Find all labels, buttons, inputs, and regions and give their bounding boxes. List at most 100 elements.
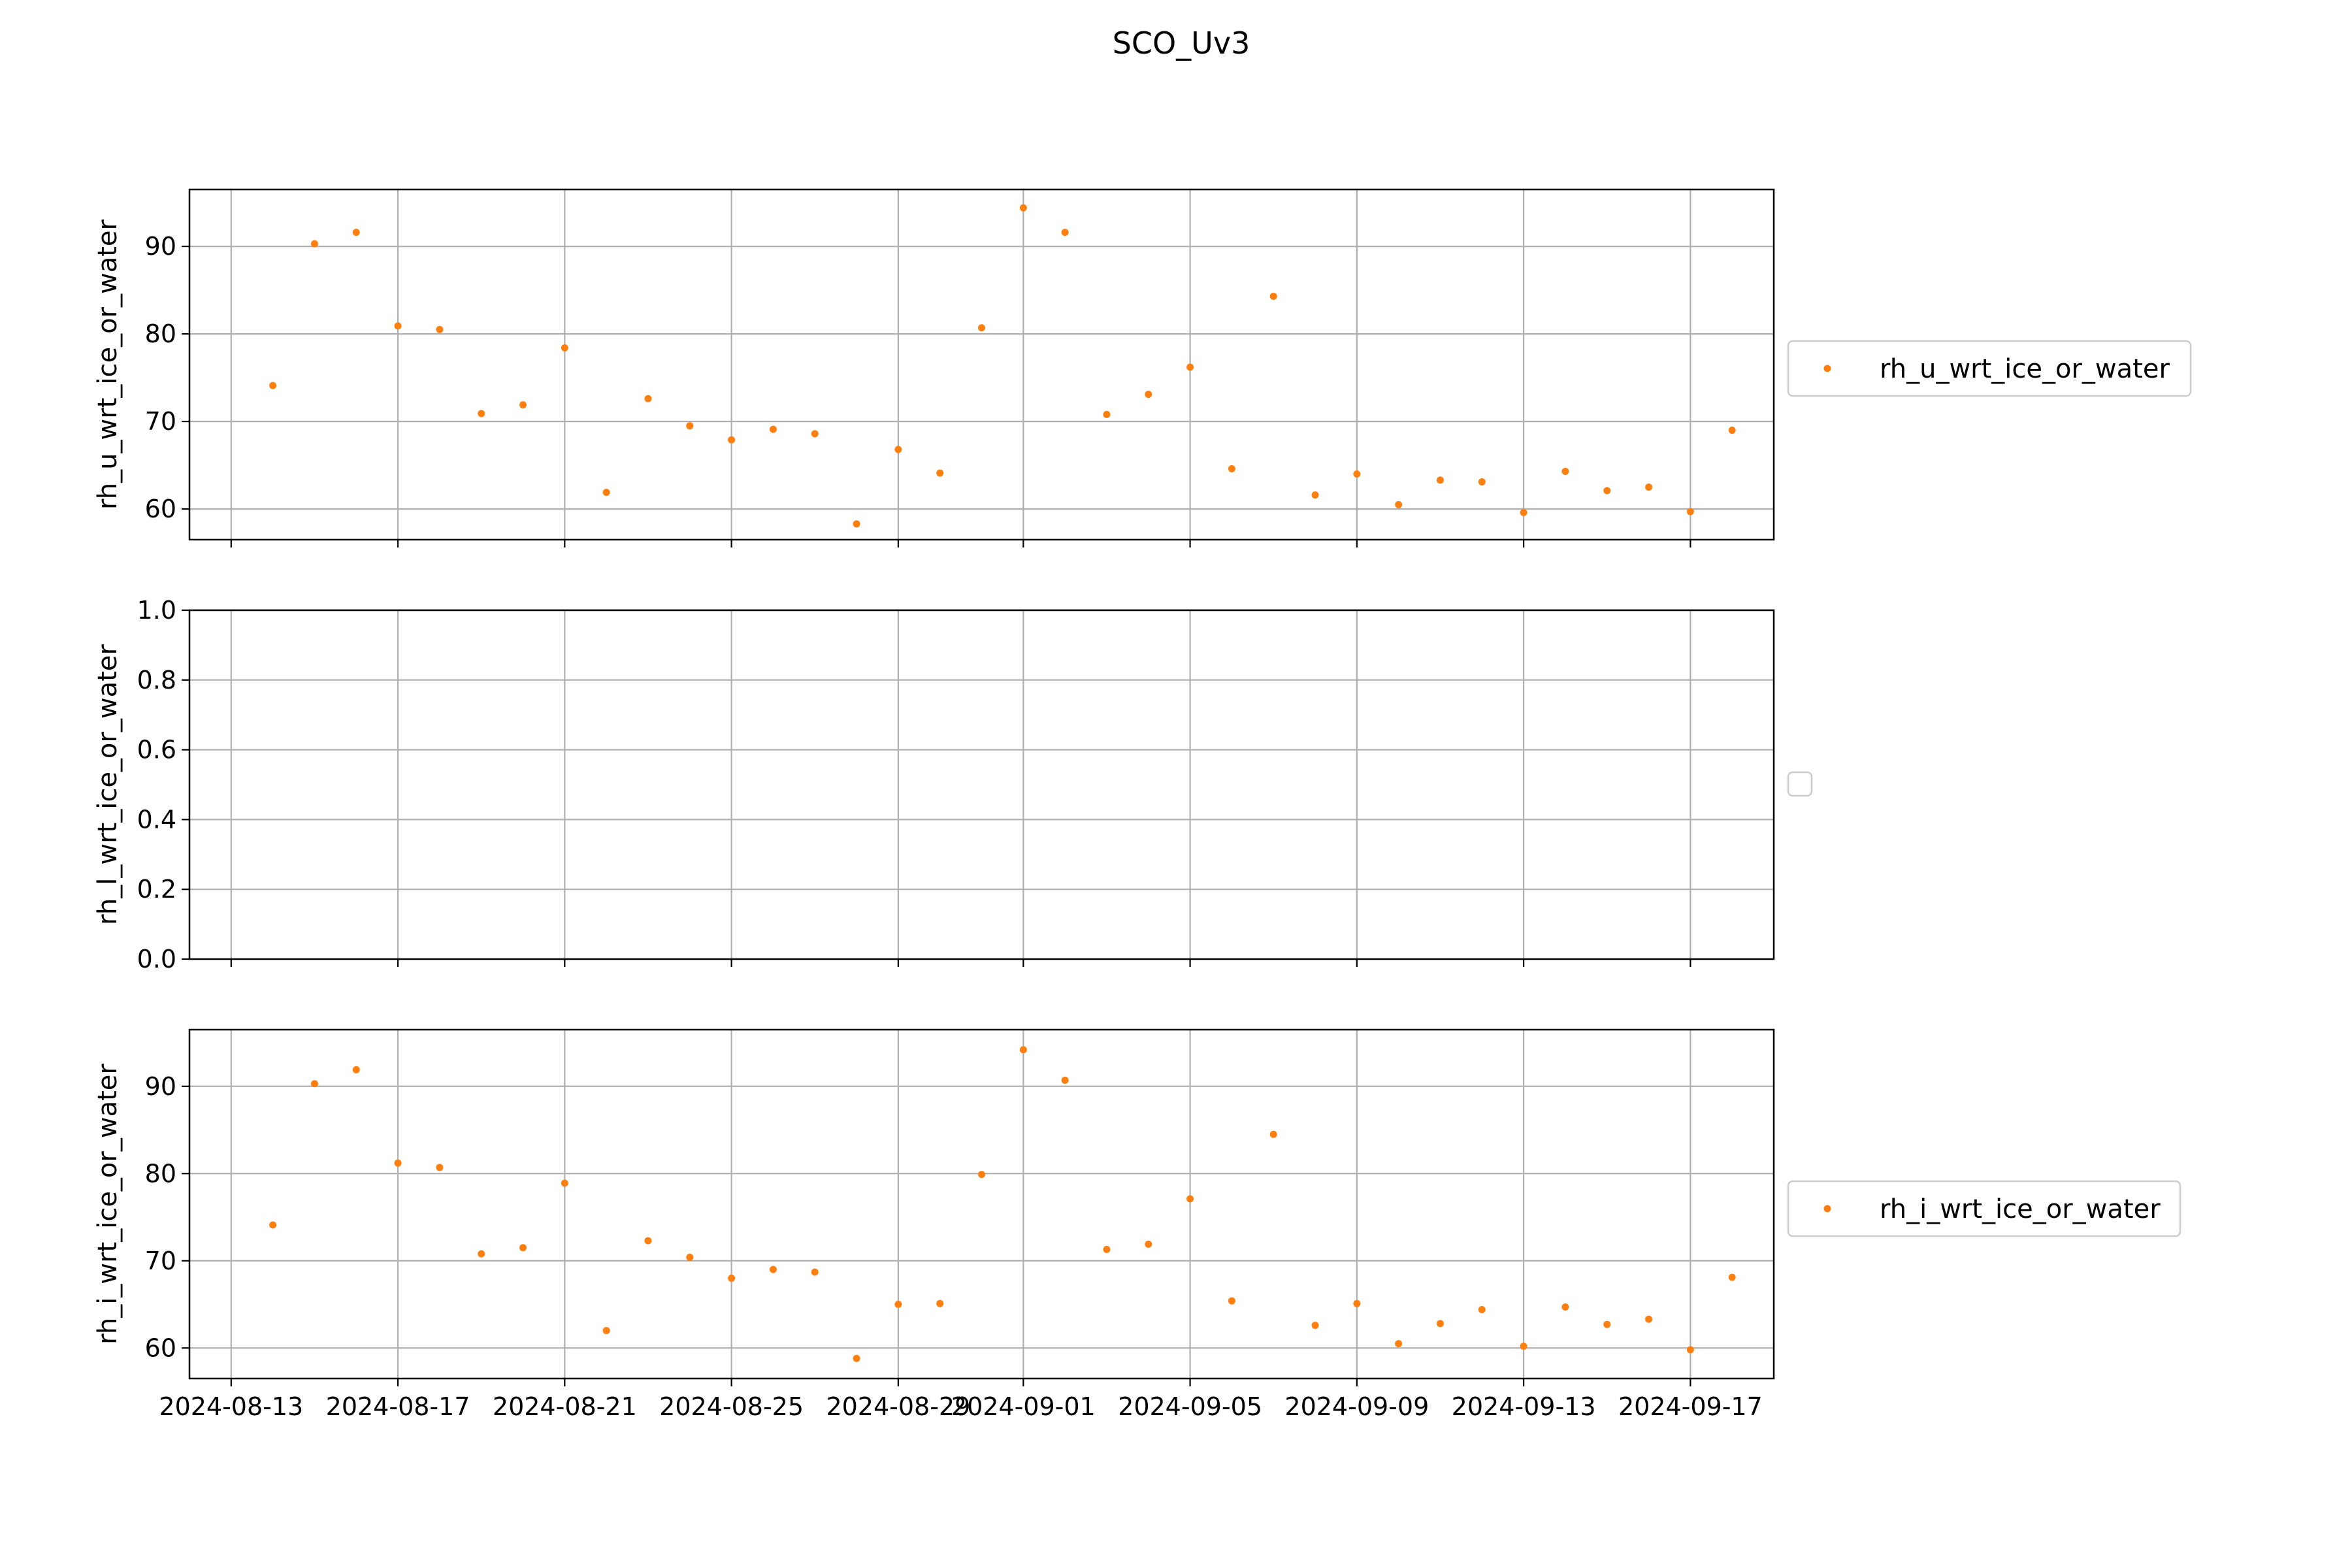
data-point (1645, 1315, 1653, 1323)
axes-frame (188, 188, 1775, 541)
data-point (394, 1159, 402, 1167)
data-point (310, 1080, 318, 1088)
data-point (519, 401, 527, 409)
y-tick-label: 1.0 (137, 596, 176, 625)
data-point (1228, 465, 1235, 472)
y-axis-label: rh_i_wrt_ice_or_water (93, 1064, 123, 1345)
data-point (269, 382, 277, 389)
data-point (1145, 391, 1152, 399)
data-point (728, 1274, 736, 1282)
legend-box (1787, 771, 1813, 797)
data-point (644, 395, 652, 402)
y-axis-label: rh_u_wrt_ice_or_water (93, 220, 123, 510)
data-point (1728, 427, 1736, 434)
data-point (1353, 470, 1361, 478)
x-tick-label: 2024-09-05 (1118, 1392, 1262, 1421)
x-tick-label: 2024-08-25 (659, 1392, 804, 1421)
data-point (1353, 1299, 1361, 1307)
y-tick-label: 0.0 (137, 945, 176, 973)
data-point (811, 430, 819, 438)
data-point (1603, 487, 1611, 495)
data-point (1561, 1303, 1569, 1311)
data-point (1395, 500, 1403, 508)
data-point (1520, 508, 1527, 516)
data-point (436, 1164, 444, 1171)
y-tick-label: 0.4 (137, 805, 176, 834)
data-point (644, 1237, 652, 1245)
data-point (602, 1327, 610, 1335)
legend-label: rh_u_wrt_ice_or_water (1880, 354, 2170, 384)
y-axis-label: rh_l_wrt_ice_or_water (93, 644, 123, 925)
y-tick-label: 70 (145, 1247, 176, 1275)
x-tick-label: 2024-09-01 (951, 1392, 1096, 1421)
panel-2: 0.0 0.2 0.4 0.6 0.8 1.0 rh_l_wrt_ice_or_water (93, 596, 1813, 973)
x-tick-label: 2024-09-09 (1284, 1392, 1429, 1421)
data-point (352, 1066, 360, 1073)
data-point (769, 425, 777, 433)
data-point (269, 1221, 277, 1229)
data-point (769, 1266, 777, 1273)
data-point (561, 1179, 568, 1187)
legend-box (1787, 1180, 2181, 1237)
data-point (1561, 467, 1569, 475)
data-point (1311, 1322, 1319, 1330)
y-tick-label: 60 (145, 495, 176, 523)
x-tick-label: 2024-08-13 (159, 1392, 303, 1421)
data-point (1686, 508, 1694, 515)
data-point (853, 1354, 860, 1362)
data-point (1686, 1346, 1694, 1354)
x-tick-label: 2024-09-13 (1452, 1392, 1596, 1421)
data-point (1103, 410, 1111, 418)
legend: rh_u_wrt_ice_or_water (1787, 340, 2192, 397)
data-point (936, 1299, 944, 1307)
data-point (478, 1250, 485, 1258)
data-point (1436, 1320, 1444, 1328)
data-point (1019, 1046, 1027, 1054)
data-point (1103, 1245, 1111, 1253)
data-point (811, 1268, 819, 1276)
data-point (936, 469, 944, 477)
x-tick-label: 2024-09-17 (1618, 1392, 1763, 1421)
axes-frame (188, 609, 1775, 960)
legend (1787, 771, 1813, 797)
data-point (1061, 229, 1069, 237)
data-point (394, 322, 402, 330)
y-tick-label: 90 (145, 232, 176, 261)
data-point (1019, 204, 1027, 212)
data-point (728, 436, 736, 444)
y-tick-label: 0.2 (137, 875, 176, 904)
data-point (978, 324, 985, 332)
data-point (1269, 292, 1277, 300)
data-point (1478, 478, 1486, 486)
figure-title: SCO_Uv3 (1113, 25, 1250, 61)
data-point (1311, 491, 1319, 499)
data-point (1436, 476, 1444, 484)
data-point (1186, 1195, 1194, 1203)
data-point (1269, 1130, 1277, 1138)
data-point (1520, 1343, 1527, 1350)
data-point (1603, 1320, 1611, 1328)
data-point (686, 1253, 694, 1261)
data-point (519, 1244, 527, 1252)
legend-box (1787, 340, 2192, 397)
data-point (853, 520, 860, 528)
x-tick-label: 2024-08-17 (326, 1392, 470, 1421)
x-tick-label: 2024-08-29 (826, 1392, 970, 1421)
data-point (602, 489, 610, 497)
data-point (894, 446, 902, 453)
data-point (1145, 1240, 1152, 1248)
y-tick-label: 0.6 (137, 736, 176, 764)
legend: rh_i_wrt_ice_or_water (1787, 1180, 2181, 1237)
data-point (894, 1301, 902, 1309)
data-point (352, 229, 360, 237)
data-point (310, 240, 318, 248)
y-tick-label: 80 (145, 319, 176, 348)
panel-3: 60 70 80 90 2024-08-13 2024-08-17 2024-08-21 20… (93, 1028, 2181, 1421)
legend-marker (1823, 365, 1831, 372)
data-point (1645, 483, 1653, 491)
data-point (978, 1171, 985, 1179)
y-tick-label: 60 (145, 1333, 176, 1362)
data-point (1728, 1273, 1736, 1281)
data-point (1478, 1306, 1486, 1314)
